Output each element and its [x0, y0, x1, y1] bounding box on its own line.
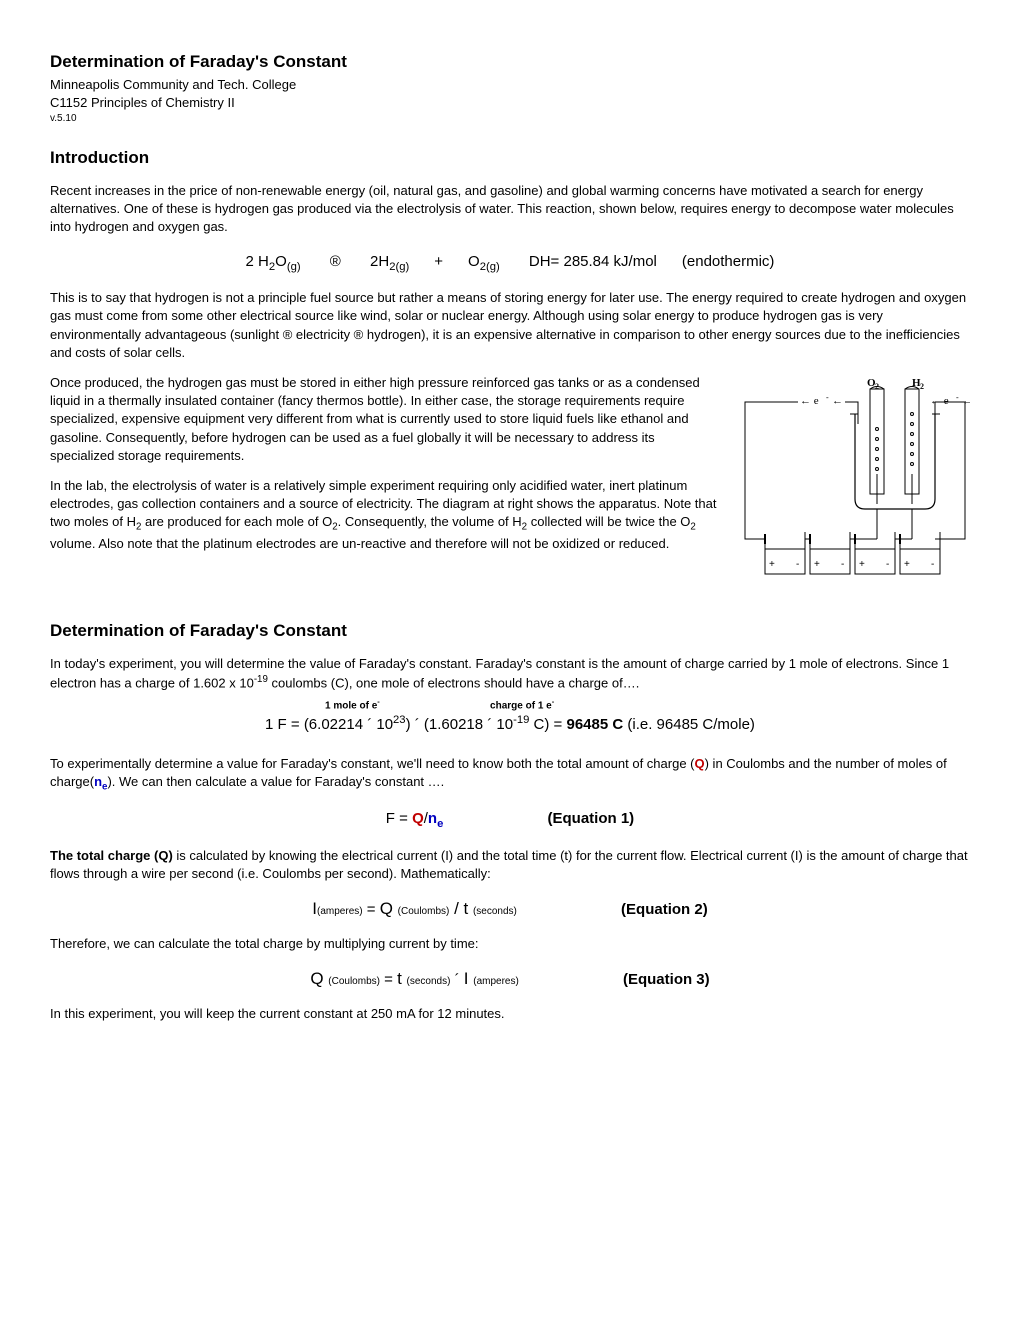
- faraday-paragraph-5: In this experiment, you will keep the cu…: [50, 1005, 970, 1023]
- delta-h: DH= 285.84 kJ/mol: [529, 253, 657, 270]
- page-title: Determination of Faraday's Constant: [50, 50, 970, 74]
- reaction-equation: 2 H2O(g) ® 2H2(g) + O2(g) DH= 285.84 kJ/…: [50, 251, 970, 276]
- annotation-charge: charge of 1 e-: [490, 697, 554, 713]
- endothermic-label: (endothermic): [682, 253, 775, 270]
- equation-1: F = Q/ne (Equation 1): [50, 808, 970, 833]
- faraday-result: 96485 C: [566, 716, 623, 733]
- svg-text:←: ←: [962, 395, 970, 407]
- faraday-paragraph-2: To experimentally determine a value for …: [50, 755, 970, 794]
- svg-text:-: -: [956, 393, 959, 402]
- svg-text:← e: ← e: [800, 395, 819, 407]
- equation-3-label: (Equation 3): [623, 969, 710, 990]
- eq-lhs: 2 H: [246, 253, 269, 270]
- apparatus-svg: O 2 H 2 ← e - ← ← e - ←: [740, 374, 970, 589]
- faraday-paragraph-3: The total charge (Q) is calculated by kn…: [50, 847, 970, 883]
- q-symbol: Q: [694, 756, 704, 771]
- equation-1-label: (Equation 1): [548, 808, 635, 829]
- equation-2: I(amperes) = Q (Coulombs) / t (seconds) …: [50, 897, 970, 921]
- reaction-arrow: ®: [330, 253, 341, 270]
- electrolysis-diagram: O 2 H 2 ← e - ← ← e - ←: [740, 374, 970, 589]
- introduction-heading: Introduction: [50, 146, 970, 170]
- svg-text:-: -: [886, 559, 889, 570]
- svg-text:←: ←: [832, 395, 843, 407]
- total-charge-bold: The total charge (Q): [50, 848, 173, 863]
- svg-text:-: -: [826, 393, 829, 402]
- svg-text:-: -: [841, 559, 844, 570]
- faraday-paragraph-1: In today's experiment, you will determin…: [50, 655, 970, 693]
- annotation-mole: 1 mole of e-: [325, 697, 380, 713]
- svg-text:+: +: [769, 559, 775, 570]
- faraday-heading: Determination of Faraday's Constant: [50, 619, 970, 643]
- svg-text:-: -: [931, 559, 934, 570]
- svg-text:+: +: [904, 559, 910, 570]
- version: v.5.10: [50, 112, 970, 126]
- svg-text:← e: ← e: [930, 395, 949, 407]
- course-code: C1152 Principles of Chemistry II: [50, 94, 970, 112]
- equation-2-label: (Equation 2): [621, 899, 708, 920]
- faraday-paragraph-4: Therefore, we can calculate the total ch…: [50, 935, 970, 953]
- intro-paragraph-1: Recent increases in the price of non-ren…: [50, 182, 970, 237]
- svg-text:+: +: [859, 559, 865, 570]
- svg-text:+: +: [814, 559, 820, 570]
- equation-3: Q (Coulombs) = t (seconds) ´ I (amperes)…: [50, 967, 970, 991]
- svg-text:-: -: [796, 559, 799, 570]
- battery-cells: + - + - + - + -: [765, 532, 940, 574]
- svg-text:2: 2: [920, 382, 924, 391]
- faraday-calculation: 1 mole of e- charge of 1 e- 1 F = (6.022…: [50, 713, 970, 735]
- intro-paragraph-2: This is to say that hydrogen is not a pr…: [50, 289, 970, 362]
- subtitle: Minneapolis Community and Tech. College: [50, 76, 970, 94]
- n-symbol: n: [94, 774, 102, 789]
